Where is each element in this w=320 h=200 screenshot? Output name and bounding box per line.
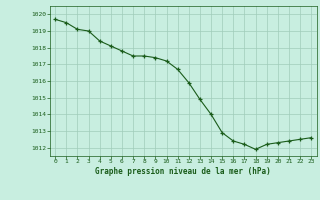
X-axis label: Graphe pression niveau de la mer (hPa): Graphe pression niveau de la mer (hPa) [95,167,271,176]
